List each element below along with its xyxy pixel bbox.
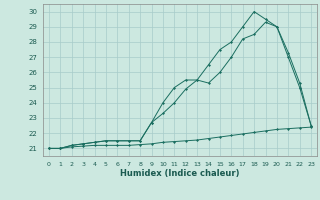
X-axis label: Humidex (Indice chaleur): Humidex (Indice chaleur)	[120, 169, 240, 178]
